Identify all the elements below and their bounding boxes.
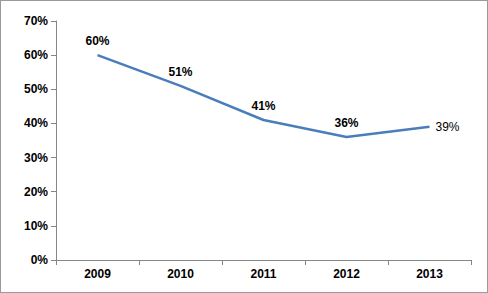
svg-text:39%: 39% [436,120,460,134]
svg-text:41%: 41% [251,99,275,113]
svg-text:20%: 20% [24,185,48,199]
svg-text:36%: 36% [334,116,358,130]
svg-text:60%: 60% [85,34,109,48]
svg-text:10%: 10% [24,219,48,233]
svg-text:51%: 51% [168,65,192,79]
svg-text:50%: 50% [24,82,48,96]
svg-text:2009: 2009 [84,267,111,281]
svg-text:0%: 0% [31,253,49,267]
svg-text:60%: 60% [24,48,48,62]
svg-text:2010: 2010 [167,267,194,281]
svg-text:70%: 70% [24,14,48,28]
svg-text:40%: 40% [24,116,48,130]
svg-text:2011: 2011 [250,267,276,281]
svg-text:2012: 2012 [333,267,360,281]
svg-text:2013: 2013 [416,267,443,281]
svg-text:30%: 30% [24,151,48,165]
